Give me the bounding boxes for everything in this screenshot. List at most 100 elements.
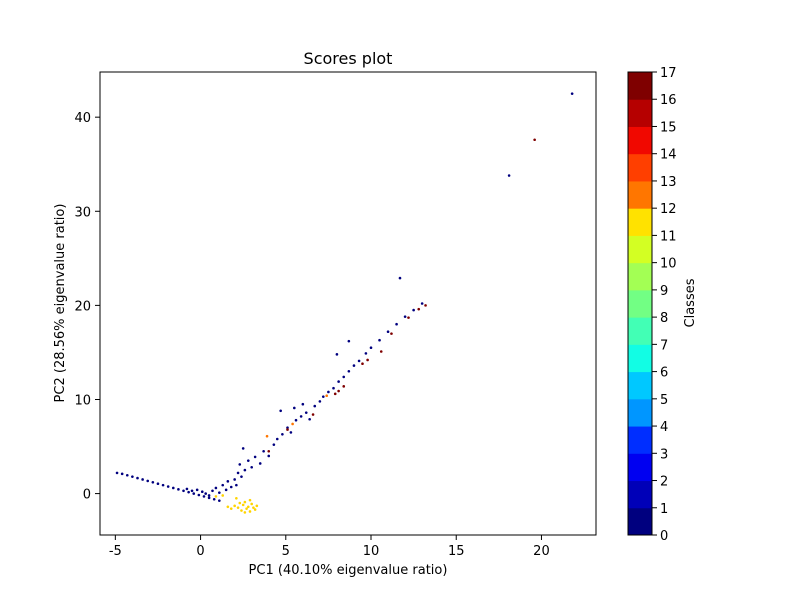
y-tick-label: 0 <box>83 488 91 503</box>
colorbar-tick-label: 10 <box>660 257 677 272</box>
data-point-class-17 <box>337 389 340 393</box>
data-point-class-0 <box>262 449 265 453</box>
data-point-class-0 <box>301 402 305 406</box>
colorbar-segment <box>628 344 652 373</box>
data-point-class-0 <box>570 92 574 95</box>
data-point-class-0 <box>398 276 402 280</box>
data-point-class-0 <box>313 404 317 408</box>
colorbar-tick-label: 11 <box>660 229 677 244</box>
data-point-class-0 <box>369 346 373 350</box>
data-point-class-17 <box>417 307 421 311</box>
colorbar-tick-label: 12 <box>660 202 677 217</box>
data-point-class-12 <box>255 504 259 508</box>
data-point-class-0 <box>190 489 194 493</box>
colorbar-segment <box>628 126 652 155</box>
data-point-class-0 <box>286 426 289 430</box>
data-point-class-0 <box>197 493 201 497</box>
y-tick-label: 10 <box>74 393 91 408</box>
data-point-class-0 <box>236 471 240 475</box>
data-point-class-0 <box>289 431 293 434</box>
data-point-class-0 <box>211 489 214 493</box>
data-point-class-0 <box>156 482 160 486</box>
data-point-class-0 <box>224 488 228 492</box>
data-point-class-12 <box>240 509 243 512</box>
data-point-class-0 <box>146 479 150 483</box>
data-point-class-0 <box>212 497 216 501</box>
colorbar-frame <box>627 71 653 536</box>
data-point-class-0 <box>420 302 424 305</box>
data-point-class-0 <box>131 475 134 478</box>
data-point-class-17 <box>342 385 346 388</box>
data-point-class-0 <box>308 417 311 421</box>
data-point-class-0 <box>250 465 253 469</box>
data-point-class-17 <box>390 332 393 335</box>
data-point-class-12 <box>235 496 238 500</box>
data-point-class-14 <box>325 394 328 398</box>
data-point-class-0 <box>238 463 242 466</box>
data-point-class-0 <box>241 447 245 450</box>
colorbar-segment <box>628 453 652 482</box>
x-axis-label: PC1 (40.10% eigenvalue ratio) <box>249 563 448 578</box>
colorbar-segment <box>628 208 652 236</box>
data-point-class-12 <box>236 506 240 510</box>
data-point-class-17 <box>361 362 364 366</box>
colorbar-tick-label: 9 <box>660 284 668 299</box>
data-point-class-0 <box>267 454 271 458</box>
data-point-class-0 <box>120 472 124 476</box>
data-point-class-12 <box>238 501 242 505</box>
data-point-class-0 <box>115 471 119 475</box>
colorbar-tick-label: 7 <box>660 338 668 353</box>
colorbar-tick-label: 15 <box>660 120 677 135</box>
x-tick-label: 10 <box>363 544 380 559</box>
data-point-class-17 <box>366 358 369 362</box>
data-point-class-0 <box>364 352 368 355</box>
data-point-class-17 <box>286 428 289 431</box>
data-point-class-0 <box>233 478 236 481</box>
data-point-class-0 <box>200 490 204 494</box>
data-point-class-12 <box>246 505 250 509</box>
colorbar-tick-label: 2 <box>660 475 668 490</box>
x-tick-label: 5 <box>282 544 290 559</box>
data-point-class-0 <box>337 380 340 383</box>
data-point-class-0 <box>318 400 322 403</box>
colorbar-segment <box>628 426 652 454</box>
data-point-class-0 <box>258 462 262 465</box>
colorbar-tick-label: 3 <box>660 447 668 462</box>
data-point-class-0 <box>141 478 144 481</box>
y-tick-label: 20 <box>74 299 91 314</box>
data-point-class-0 <box>182 489 185 493</box>
data-point-class-14 <box>265 434 269 438</box>
data-point-class-0 <box>275 437 279 441</box>
data-point-class-0 <box>294 418 298 422</box>
data-point-class-0 <box>218 499 221 502</box>
data-point-class-12 <box>243 511 247 514</box>
colorbar-tick-label: 0 <box>660 529 668 544</box>
data-point-class-0 <box>357 359 361 363</box>
data-point-class-0 <box>221 483 225 487</box>
data-point-class-0 <box>253 455 257 459</box>
data-point-class-17 <box>267 449 271 453</box>
data-point-class-0 <box>412 308 415 312</box>
data-point-class-0 <box>218 491 221 494</box>
data-point-class-12 <box>226 505 230 509</box>
data-point-class-0 <box>226 480 230 483</box>
x-tick-label: 20 <box>533 544 550 559</box>
data-point-class-17 <box>424 304 427 307</box>
data-point-class-0 <box>151 481 155 484</box>
data-point-class-14 <box>291 422 294 426</box>
data-point-class-0 <box>207 496 211 500</box>
data-point-class-0 <box>207 494 211 497</box>
data-point-class-0 <box>185 487 189 491</box>
data-point-class-0 <box>299 415 303 418</box>
colorbar-segment <box>628 262 652 291</box>
colorbar-segment <box>628 153 652 182</box>
colorbar-segment <box>628 317 652 345</box>
data-point-class-0 <box>214 486 218 490</box>
x-tick-label: -5 <box>109 544 122 559</box>
data-point-class-0 <box>272 443 276 446</box>
data-point-class-0 <box>279 409 282 413</box>
data-point-class-12 <box>252 506 255 510</box>
data-point-class-0 <box>171 486 175 490</box>
